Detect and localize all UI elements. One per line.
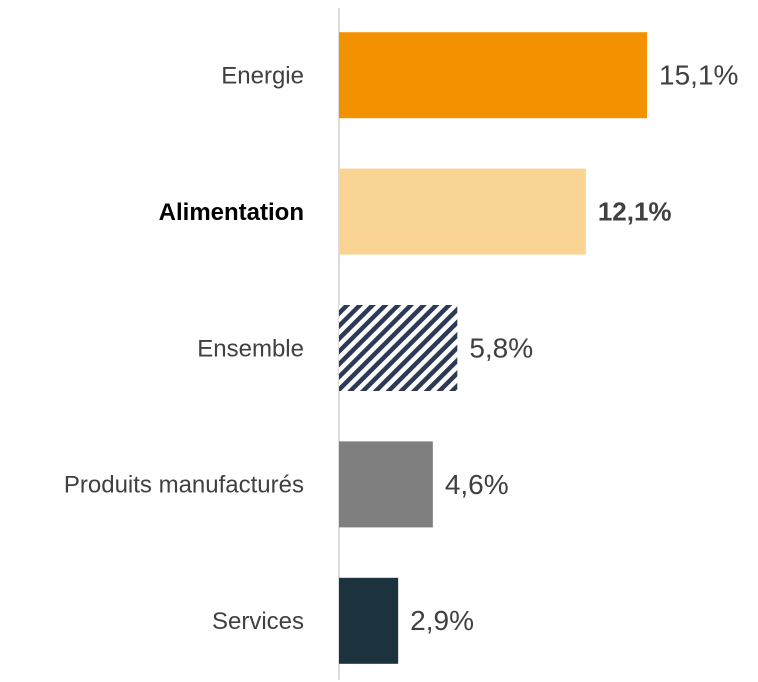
value-label: 5,8% [469, 332, 533, 363]
value-label: 12,1% [598, 196, 672, 226]
value-label: 2,9% [410, 605, 474, 636]
bar [339, 577, 399, 664]
bar [339, 32, 648, 119]
category-label: Services [212, 608, 304, 635]
bar [339, 168, 586, 255]
value-label: 15,1% [659, 60, 738, 91]
value-label: 4,6% [445, 469, 509, 500]
category-label: Ensemble [197, 335, 304, 362]
category-label: Produits manufacturés [64, 472, 304, 499]
bar [339, 305, 458, 391]
category-label: Alimentation [159, 199, 304, 226]
bar [339, 441, 433, 528]
category-label: Energie [221, 63, 304, 90]
